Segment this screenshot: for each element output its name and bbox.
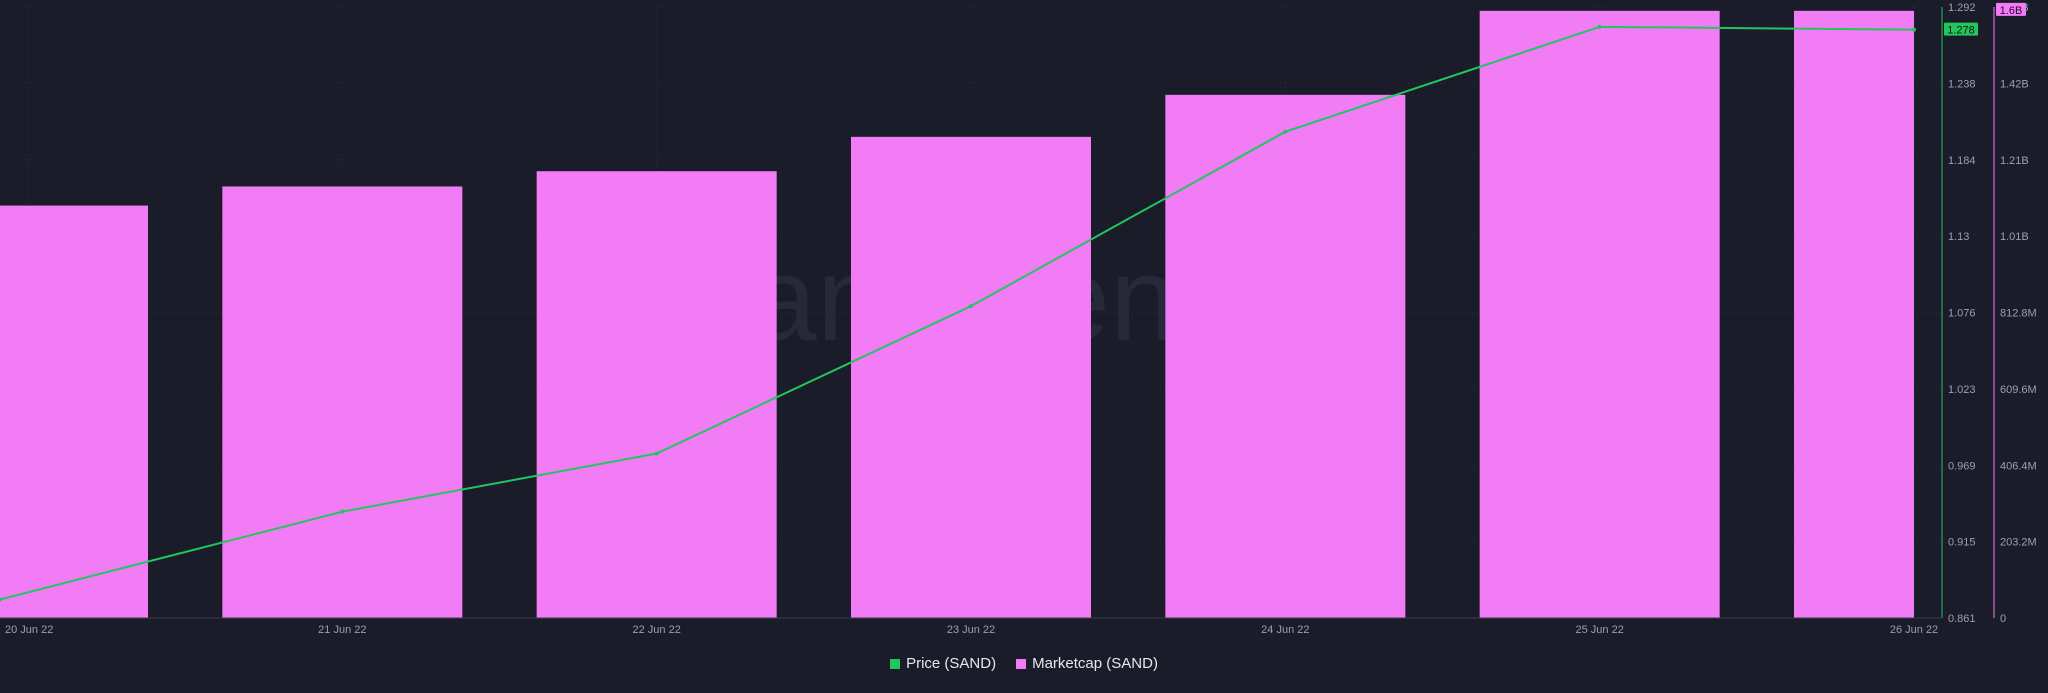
marketcap-bar[interactable] bbox=[1479, 10, 1720, 619]
marketcap-tick-label: 1.42B bbox=[2000, 78, 2029, 90]
marketcap-bar[interactable] bbox=[851, 136, 1091, 618]
marketcap-tick-label: 0 bbox=[2000, 613, 2006, 625]
price-tick-label: 0.969 bbox=[1948, 460, 1976, 472]
price-point[interactable] bbox=[340, 509, 345, 514]
price-point[interactable] bbox=[1283, 129, 1288, 134]
marketcap-axis-ticks: 0 203.2M 406.4M 609.6M 812.8M 1.01B 1.21B 1.42B… bbox=[2000, 2, 2037, 625]
legend-label-marketcap: Marketcap (SAND) bbox=[1032, 655, 1158, 672]
x-tick-label: 25 Jun 22 bbox=[1576, 624, 1624, 636]
price-tick-label: 0.915 bbox=[1948, 537, 1976, 549]
marketcap-legend-swatch bbox=[1016, 658, 1027, 669]
last-price-badge-label: 1.278 bbox=[1947, 25, 1975, 37]
price-tick-label: 1.292 bbox=[1948, 2, 1976, 14]
marketcap-bar[interactable] bbox=[536, 171, 777, 619]
marketcap-tick-label: 406.4M bbox=[2000, 460, 2037, 472]
last-marketcap-badge-label: 1.6B bbox=[2000, 5, 2023, 17]
price-tick-label: 1.076 bbox=[1948, 308, 1976, 320]
marketcap-bars bbox=[0, 10, 1914, 619]
legend: Price (SAND) Marketcap (SAND) bbox=[0, 655, 2048, 672]
price-tick-label: 1.13 bbox=[1948, 231, 1969, 243]
price-point[interactable] bbox=[0, 597, 2, 602]
marketcap-tick-label: 203.2M bbox=[2000, 537, 2037, 549]
price-tick-label: 1.238 bbox=[1948, 78, 1976, 90]
last-value-badges: 1.278 1.6B bbox=[1944, 2, 2026, 37]
legend-item-marketcap[interactable]: Marketcap (SAND) bbox=[1016, 655, 1158, 672]
x-tick-label: 20 Jun 22 bbox=[5, 624, 53, 636]
marketcap-bar[interactable] bbox=[1794, 10, 1914, 619]
legend-item-price[interactable]: Price (SAND) bbox=[890, 655, 996, 672]
last-marketcap-badge bbox=[1996, 2, 2026, 16]
price-point[interactable] bbox=[1597, 24, 1602, 29]
x-tick-label: 23 Jun 22 bbox=[947, 624, 995, 636]
x-tick-label: 24 Jun 22 bbox=[1261, 624, 1309, 636]
marketcap-bar[interactable] bbox=[222, 186, 463, 618]
x-tick-label: 26 Jun 22 bbox=[1890, 624, 1938, 636]
axes bbox=[0, 7, 1995, 619]
price-tick-label: 1.184 bbox=[1948, 155, 1976, 167]
x-tick-label: 22 Jun 22 bbox=[633, 624, 681, 636]
price-point[interactable] bbox=[969, 304, 973, 309]
marketcap-tick-label: 812.8M bbox=[2000, 308, 2037, 320]
price-line-group bbox=[0, 24, 1916, 602]
last-price-badge bbox=[1944, 22, 1978, 36]
price-tick-label: 1.023 bbox=[1948, 384, 1976, 396]
price-tick-label: 0.861 bbox=[1948, 613, 1976, 625]
marketcap-tick-label: 1.01B bbox=[2000, 231, 2029, 243]
marketcap-tick-label: 1.21B bbox=[2000, 155, 2029, 167]
x-axis-ticks: 20 Jun 22 21 Jun 22 22 Jun 22 23 Jun 22 24 J… bbox=[5, 624, 1938, 636]
marketcap-bar[interactable] bbox=[0, 205, 148, 618]
marketcap-bar[interactable] bbox=[1165, 94, 1406, 619]
marketcap-tick-label: 609.6M bbox=[2000, 384, 2037, 396]
price-axis-ticks: 0.861 0.915 0.969 1.023 1.076 1.13 1.184 1.238 1… bbox=[1948, 2, 1976, 625]
price-point[interactable] bbox=[1912, 27, 1916, 32]
legend-label-price: Price (SAND) bbox=[906, 655, 997, 672]
price-point[interactable] bbox=[654, 451, 659, 456]
price-legend-swatch bbox=[890, 658, 901, 669]
x-tick-label: 21 Jun 22 bbox=[318, 624, 366, 636]
